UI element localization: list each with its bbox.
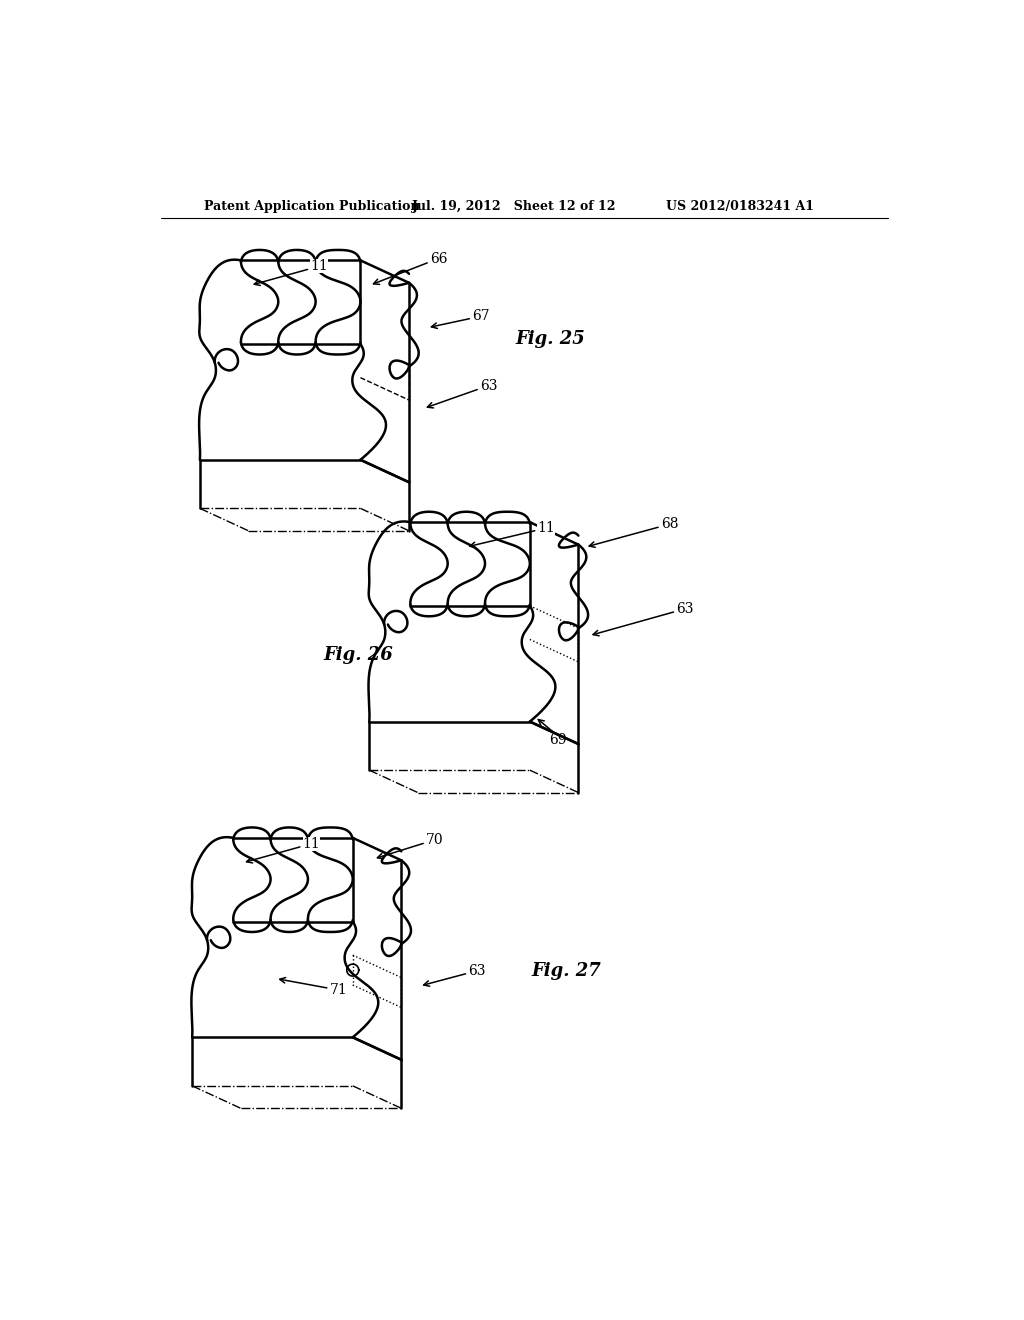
Text: 63: 63 [593, 602, 693, 636]
Text: 68: 68 [589, 517, 678, 548]
Text: 66: 66 [374, 252, 447, 284]
Text: Jul. 19, 2012   Sheet 12 of 12: Jul. 19, 2012 Sheet 12 of 12 [412, 201, 616, 214]
Text: Fig. 27: Fig. 27 [531, 962, 601, 979]
Text: 11: 11 [247, 837, 321, 863]
Text: 71: 71 [280, 978, 347, 997]
Text: 63: 63 [424, 964, 485, 986]
Text: 63: 63 [427, 379, 498, 408]
Text: 69: 69 [549, 733, 566, 747]
Text: 67: 67 [431, 309, 489, 329]
Text: 70: 70 [378, 833, 443, 859]
Text: 11: 11 [470, 521, 555, 548]
Text: Fig. 25: Fig. 25 [515, 330, 586, 348]
Text: US 2012/0183241 A1: US 2012/0183241 A1 [666, 201, 814, 214]
Text: 11: 11 [254, 259, 328, 285]
Text: Patent Application Publication: Patent Application Publication [204, 201, 419, 214]
Text: Fig. 26: Fig. 26 [323, 645, 393, 664]
